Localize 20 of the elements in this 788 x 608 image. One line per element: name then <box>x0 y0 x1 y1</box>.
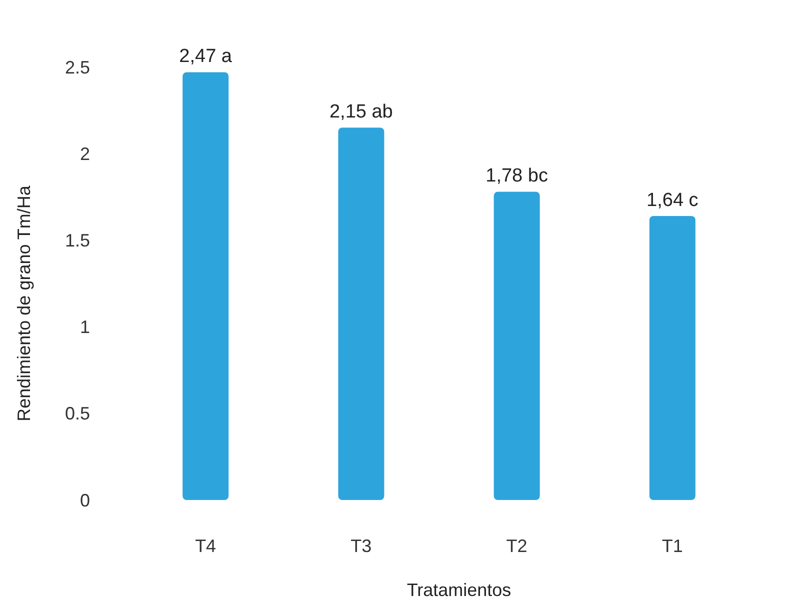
y-tick-label: 1.5 <box>64 230 90 250</box>
x-tick-label: T4 <box>195 536 216 556</box>
y-tick-label: 2 <box>80 144 90 164</box>
y-tick-label: 0.5 <box>64 404 90 424</box>
data-label: 2,47 a <box>179 46 232 68</box>
bar <box>494 192 540 500</box>
x-axis-title: Tratamientos <box>406 580 512 600</box>
y-tick-label: 2.5 <box>64 57 90 78</box>
data-label: 1,64 c <box>646 190 698 211</box>
x-tick-label: T1 <box>662 536 683 556</box>
y-tick-label: 0 <box>80 490 90 510</box>
x-tick-label: T3 <box>350 536 372 556</box>
data-label: 2,15 ab <box>329 102 393 123</box>
y-axis-title: Rendimiento de grano Tm/Ha <box>14 184 34 422</box>
bar <box>649 216 696 500</box>
bar <box>182 72 229 500</box>
data-label: 1,78 bc <box>486 166 548 187</box>
x-tick-label: T2 <box>506 536 528 556</box>
bar <box>338 128 384 500</box>
y-tick-label: 1 <box>80 317 90 338</box>
